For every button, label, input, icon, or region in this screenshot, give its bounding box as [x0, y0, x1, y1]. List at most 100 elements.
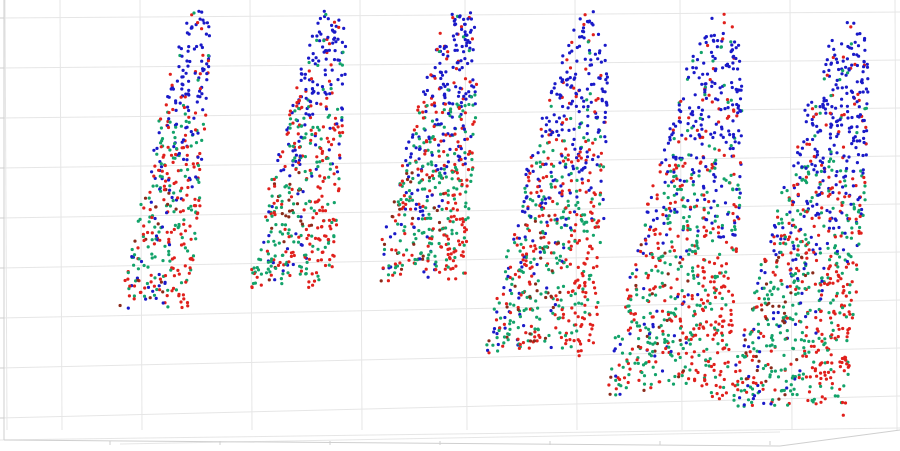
point	[681, 257, 685, 261]
point	[713, 295, 718, 299]
point	[692, 276, 696, 280]
point	[738, 97, 743, 101]
point	[710, 307, 714, 311]
point	[458, 115, 462, 119]
point	[403, 225, 407, 229]
point	[291, 121, 295, 125]
point	[696, 370, 700, 375]
point	[189, 237, 193, 241]
point	[472, 120, 476, 124]
point	[459, 59, 463, 63]
point	[598, 202, 602, 206]
point	[165, 294, 169, 298]
point	[250, 267, 254, 272]
point	[549, 294, 553, 298]
point	[183, 133, 188, 137]
point	[801, 372, 806, 376]
point	[614, 393, 618, 397]
point	[583, 13, 587, 17]
point	[163, 163, 167, 168]
point	[539, 292, 543, 296]
point	[722, 12, 726, 16]
point	[810, 398, 814, 403]
point	[776, 310, 780, 315]
point	[793, 338, 798, 342]
point	[800, 255, 804, 259]
point	[855, 32, 859, 36]
point	[534, 161, 539, 165]
point	[796, 151, 800, 155]
point	[860, 207, 864, 212]
point	[266, 240, 270, 244]
point	[690, 294, 694, 298]
point	[731, 119, 735, 123]
point	[176, 226, 180, 230]
point	[540, 116, 544, 120]
point	[439, 176, 444, 180]
point	[661, 329, 665, 333]
point	[270, 194, 274, 198]
point	[838, 180, 842, 184]
point	[450, 12, 454, 16]
point	[850, 142, 854, 146]
point	[718, 373, 722, 377]
point	[645, 298, 650, 303]
point	[720, 324, 725, 329]
point	[738, 369, 742, 373]
point	[712, 199, 716, 203]
point	[581, 274, 585, 278]
point	[144, 297, 148, 301]
grid-line	[139, 0, 143, 431]
point	[561, 242, 566, 246]
point	[326, 17, 330, 21]
point	[603, 110, 608, 114]
point	[723, 285, 727, 289]
point	[787, 221, 791, 225]
point	[658, 285, 662, 289]
point	[781, 305, 786, 309]
point	[148, 296, 152, 300]
point	[651, 315, 655, 319]
point	[332, 137, 336, 141]
point	[139, 290, 143, 294]
point	[848, 303, 852, 307]
point	[733, 140, 737, 144]
point	[393, 266, 398, 270]
point	[519, 260, 523, 265]
point	[169, 268, 173, 272]
point	[201, 18, 205, 22]
point	[732, 393, 736, 398]
point	[315, 83, 320, 87]
point	[719, 91, 723, 95]
point	[729, 318, 733, 323]
point	[518, 342, 522, 347]
point	[846, 252, 850, 256]
point	[773, 225, 778, 229]
point	[668, 262, 672, 267]
point	[672, 249, 677, 253]
point	[185, 153, 189, 157]
point	[688, 227, 692, 232]
point	[411, 176, 415, 181]
point	[658, 170, 662, 174]
point	[332, 240, 336, 244]
point	[724, 140, 728, 144]
point	[730, 293, 735, 297]
point	[686, 279, 690, 283]
point	[820, 279, 824, 283]
point	[519, 293, 523, 297]
point	[789, 362, 793, 366]
point	[660, 309, 665, 313]
point	[471, 122, 475, 126]
point	[591, 157, 595, 162]
point	[819, 211, 824, 215]
point	[825, 346, 829, 350]
point	[759, 331, 763, 335]
cloud-2	[250, 9, 348, 290]
point	[551, 305, 555, 310]
point	[563, 156, 568, 160]
point	[837, 274, 841, 279]
point	[848, 312, 852, 316]
point	[596, 225, 601, 229]
point	[803, 349, 807, 353]
